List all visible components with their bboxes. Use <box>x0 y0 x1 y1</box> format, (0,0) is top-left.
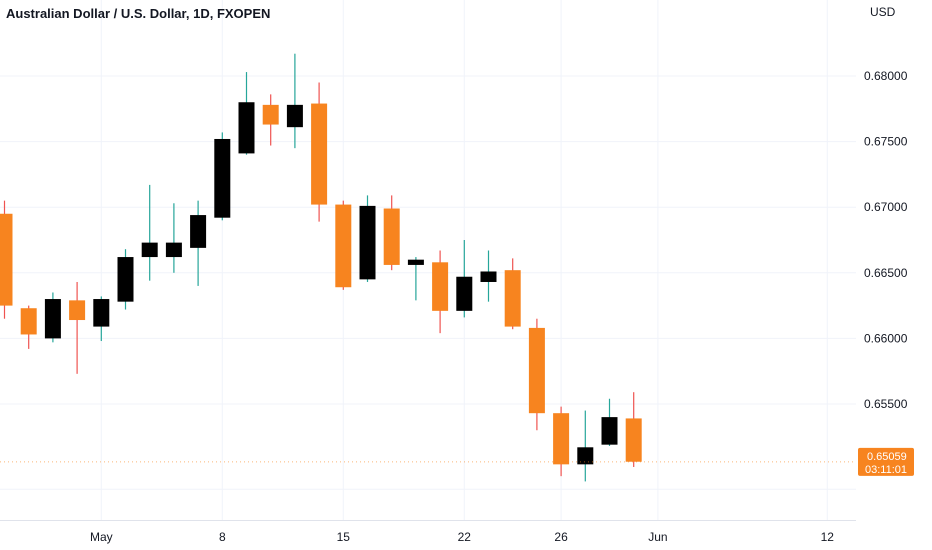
candle <box>311 82 328 222</box>
candle <box>44 292 61 343</box>
candle-body <box>93 299 110 327</box>
y-tick-label: 0.68000 <box>864 69 908 83</box>
candle <box>117 249 134 310</box>
y-tick-label: 0.67500 <box>864 135 908 149</box>
candle <box>141 184 158 281</box>
candle-body <box>190 215 207 248</box>
candle-body <box>117 257 134 302</box>
candle <box>553 406 570 477</box>
candle-body <box>238 102 255 154</box>
candle <box>286 53 303 149</box>
x-tick-label: 26 <box>554 530 568 544</box>
candle <box>601 398 618 446</box>
candle-body <box>383 208 400 265</box>
y-tick-label: 0.65500 <box>864 397 908 411</box>
candle-body <box>335 204 352 288</box>
candle <box>238 72 255 155</box>
candle-body <box>0 213 13 306</box>
y-tick-label: 0.67000 <box>864 200 908 214</box>
candle-body <box>432 262 449 311</box>
candle-body <box>625 418 642 462</box>
candle <box>504 258 521 330</box>
candle <box>190 200 207 286</box>
candle <box>625 392 642 467</box>
candle <box>20 305 37 349</box>
candle-body <box>456 276 473 311</box>
time-axis[interactable]: May 8 15 22 26 Jun 12 <box>90 530 834 544</box>
candle <box>262 94 279 146</box>
candle <box>359 195 376 282</box>
candle-body <box>69 300 86 321</box>
candle <box>407 257 424 301</box>
x-tick-label: May <box>90 530 113 544</box>
grid <box>0 0 856 521</box>
last-price-box <box>858 447 914 476</box>
candle-body <box>44 299 61 339</box>
candles <box>0 53 642 482</box>
candle-body <box>407 259 424 265</box>
candle <box>528 318 545 431</box>
x-tick-label: Jun <box>648 530 667 544</box>
candle <box>432 250 449 334</box>
last-price-value: 0.65059 <box>867 451 907 463</box>
last-price-countdown: 03:11:01 <box>865 464 907 476</box>
candle-body <box>504 270 521 327</box>
y-tick-label: 0.66000 <box>864 331 908 345</box>
chart-title: Australian Dollar / U.S. Dollar, 1D, FXO… <box>6 6 271 21</box>
candle-body <box>214 138 231 218</box>
candle <box>0 200 13 319</box>
candle-body <box>141 242 158 258</box>
x-tick-label: 15 <box>337 530 351 544</box>
price-axis[interactable]: 0.68000 0.67500 0.67000 0.66500 0.66000 0.655… <box>864 5 908 411</box>
candle <box>165 203 182 273</box>
x-tick-label: 22 <box>458 530 472 544</box>
candle <box>214 132 231 221</box>
candle-body <box>480 271 497 282</box>
candle <box>456 240 473 318</box>
candle-body <box>359 205 376 280</box>
candle <box>577 410 594 482</box>
candle <box>335 200 352 290</box>
candle <box>480 250 497 302</box>
candle-body <box>262 104 279 125</box>
candle-body <box>311 103 328 205</box>
x-tick-label: 12 <box>821 530 835 544</box>
currency-label: USD <box>870 5 896 19</box>
y-tick-label: 0.66500 <box>864 266 908 280</box>
candle-body <box>286 104 303 128</box>
candle-body <box>553 413 570 465</box>
candle-body <box>528 327 545 414</box>
candle-body <box>601 417 618 445</box>
candle <box>69 281 86 374</box>
candle <box>93 296 110 342</box>
x-tick-label: 8 <box>219 530 226 544</box>
candle-body <box>20 308 37 335</box>
candle-body <box>165 242 182 258</box>
candle-body <box>577 447 594 465</box>
candle <box>383 195 400 271</box>
